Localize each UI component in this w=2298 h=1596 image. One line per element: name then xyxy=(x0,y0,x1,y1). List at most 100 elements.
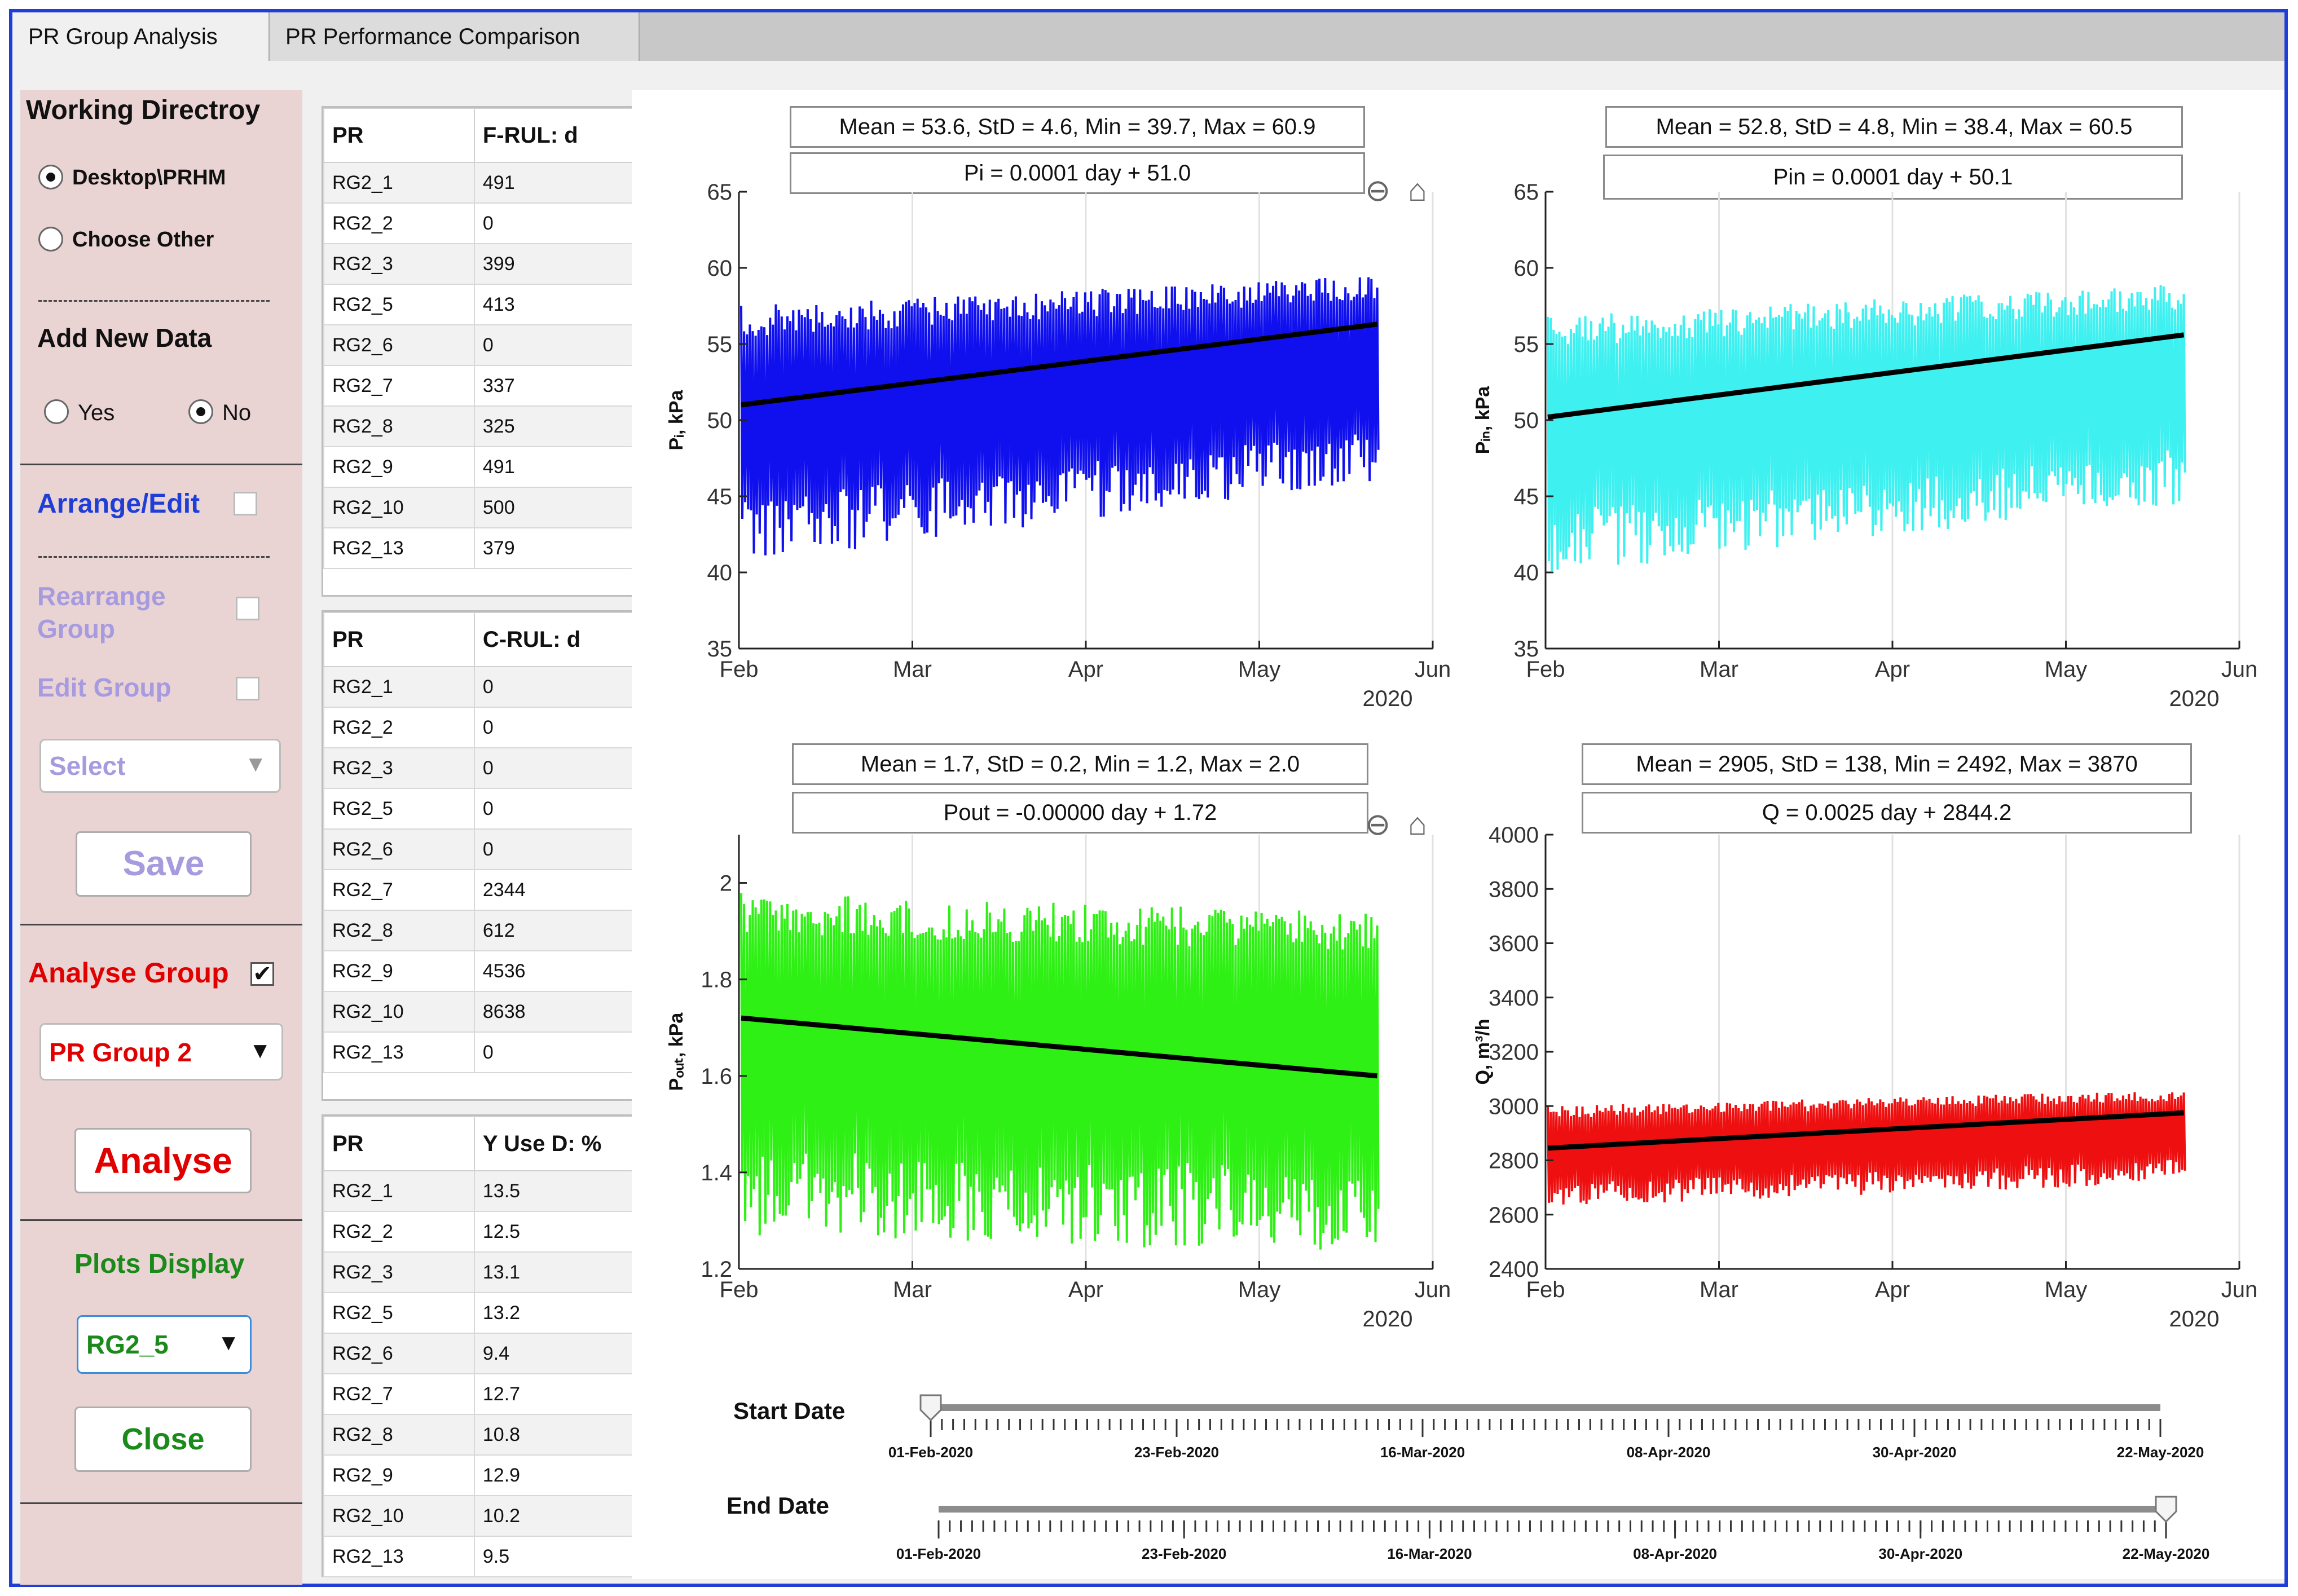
column-header[interactable]: C-RUL: d xyxy=(473,612,639,667)
table-row[interactable]: RG2_5 0 xyxy=(323,788,639,830)
y-tick-label: 35 xyxy=(1514,637,1539,662)
data-series xyxy=(740,277,1380,555)
table-row[interactable]: RG2_9 12.9 xyxy=(323,1454,639,1496)
plot-select-value: RG2_5 xyxy=(86,1330,169,1359)
radio-desktop[interactable] xyxy=(38,165,63,189)
end-date-slider[interactable]: 01-Feb-2020 23-Feb-2020 16-Mar-2020 08-Apr-… xyxy=(869,1489,2245,1568)
save-button[interactable]: Save xyxy=(76,831,252,897)
analyse-group-checkbox[interactable]: ✔ xyxy=(250,962,274,986)
table-cell: 10.8 xyxy=(473,1414,639,1456)
table-row[interactable]: RG2_13 9.5 xyxy=(323,1536,639,1577)
zoom-out-icon[interactable]: ⊖ xyxy=(1365,174,1391,208)
y-tick-label: 65 xyxy=(1514,180,1539,205)
y-tick-label: 55 xyxy=(1514,332,1539,357)
table-row[interactable]: RG2_1 0 xyxy=(323,666,639,708)
table-row[interactable]: RG2_8 10.8 xyxy=(323,1414,639,1456)
rearrange-group-checkbox[interactable] xyxy=(236,597,259,620)
slider-tick-label: 22-May-2020 xyxy=(2117,1444,2204,1461)
table-row[interactable]: RG2_10 8638 xyxy=(323,991,639,1033)
y-tick-label: 40 xyxy=(707,561,733,585)
tab-pr-group-analysis[interactable]: PR Group Analysis xyxy=(12,12,270,61)
table-cell: 0 xyxy=(473,747,639,789)
table-cell: 491 xyxy=(473,162,639,204)
start-date-slider[interactable]: 01-Feb-2020 23-Feb-2020 16-Mar-2020 08-Apr-… xyxy=(869,1387,2245,1466)
table-cell: RG2_2 xyxy=(323,707,475,748)
table-row[interactable]: RG2_10 500 xyxy=(323,487,639,528)
zoom-out-icon[interactable]: ⊖ xyxy=(1365,808,1391,841)
column-header[interactable]: Y Use D: % xyxy=(473,1116,639,1171)
divider-3 xyxy=(20,1219,302,1221)
slider-tick-label: 23-Feb-2020 xyxy=(1142,1545,1226,1562)
stats-annotation-pin: Mean = 52.8, StD = 4.8, Min = 38.4, Max … xyxy=(1605,106,2183,148)
table-row[interactable]: RG2_5 413 xyxy=(323,284,639,325)
table-row[interactable]: RG2_8 612 xyxy=(323,910,639,951)
working-directory-label: Working Directroy xyxy=(26,95,261,125)
table-row[interactable]: RG2_5 13.2 xyxy=(323,1292,639,1334)
select-dropdown[interactable]: Select ▼ xyxy=(39,739,281,793)
slider-tick-label: 30-Apr-2020 xyxy=(1873,1444,1957,1461)
analyse-button[interactable]: Analyse xyxy=(74,1128,252,1193)
table-row[interactable]: RG2_13 0 xyxy=(323,1031,639,1073)
divider-2 xyxy=(20,924,302,925)
table-row[interactable]: RG2_7 2344 xyxy=(323,869,639,911)
slider-tick-label: 16-Mar-2020 xyxy=(1380,1444,1465,1461)
chart-q: 2400 2600 2800 3000 3200 3400 3600 3800 4000 Feb M… xyxy=(1472,823,2257,1332)
pr-group-dropdown[interactable]: PR Group 2 ▼ xyxy=(39,1023,283,1081)
table-row[interactable]: RG2_2 0 xyxy=(323,202,639,244)
table-cell: RG2_10 xyxy=(323,991,475,1033)
column-header[interactable]: PR xyxy=(323,108,475,163)
table-row[interactable]: RG2_6 0 xyxy=(323,828,639,870)
table-cell: 500 xyxy=(473,487,639,528)
table-row[interactable]: RG2_3 13.1 xyxy=(323,1251,639,1293)
table-cell: RG2_10 xyxy=(323,487,475,528)
rearrange-group-label: Rearrange Group xyxy=(37,581,166,643)
table-row[interactable]: RG2_9 491 xyxy=(323,446,639,488)
radio-choose-other[interactable] xyxy=(38,227,63,252)
table-row[interactable]: RG2_3 399 xyxy=(323,243,639,285)
table-row[interactable]: RG2_6 9.4 xyxy=(323,1333,639,1374)
radio-yes[interactable] xyxy=(44,399,69,424)
table-row[interactable]: RG2_7 337 xyxy=(323,365,639,407)
table-row[interactable]: RG2_9 4536 xyxy=(323,950,639,992)
table-cell: RG2_7 xyxy=(323,869,475,911)
select-dropdown-value: Select xyxy=(49,751,126,781)
table-cell: 12.9 xyxy=(473,1454,639,1496)
table-row[interactable]: RG2_8 325 xyxy=(323,405,639,447)
plot-select-dropdown[interactable]: RG2_5 ▼ xyxy=(77,1315,252,1374)
y-tick-label: 2600 xyxy=(1489,1203,1539,1228)
table-row[interactable]: RG2_3 0 xyxy=(323,747,639,789)
end-date-label: End Date xyxy=(727,1492,830,1519)
x-year-label: 2020 xyxy=(2169,686,2220,711)
table-row[interactable]: RG2_1 13.5 xyxy=(323,1170,639,1212)
radio-no[interactable] xyxy=(188,399,213,424)
tab-pr-performance-comparison[interactable]: PR Performance Comparison xyxy=(270,12,640,61)
table-row[interactable]: RG2_7 12.7 xyxy=(323,1373,639,1415)
table-cell: RG2_2 xyxy=(323,1211,475,1253)
arrange-edit-checkbox[interactable] xyxy=(234,492,257,515)
table-row[interactable]: RG2_2 0 xyxy=(323,707,639,748)
table-row[interactable]: RG2_13 379 xyxy=(323,527,639,569)
table-cell: 9.5 xyxy=(473,1536,639,1577)
table-row[interactable]: RG2_6 0 xyxy=(323,324,639,366)
table-cell: 2344 xyxy=(473,869,639,911)
table-cell: RG2_3 xyxy=(323,1251,475,1293)
x-tick-label: Apr xyxy=(1068,1277,1103,1302)
chevron-down-icon: ▼ xyxy=(217,1330,240,1355)
column-header[interactable]: PR xyxy=(323,1116,475,1171)
close-button[interactable]: Close xyxy=(74,1407,252,1472)
table-cell: 413 xyxy=(473,284,639,325)
x-tick-label: Mar xyxy=(1700,657,1738,682)
edit-group-checkbox[interactable] xyxy=(236,677,259,700)
x-tick-label: Jun xyxy=(1415,657,1451,682)
home-icon[interactable]: ⌂ xyxy=(1408,806,1427,841)
column-header[interactable]: F-RUL: d xyxy=(473,108,639,163)
table-row[interactable]: RG2_2 12.5 xyxy=(323,1211,639,1253)
add-new-data-label: Add New Data xyxy=(37,323,212,352)
table-row[interactable]: RG2_10 10.2 xyxy=(323,1495,639,1537)
column-header[interactable]: PR xyxy=(323,612,475,667)
table-cell: RG2_7 xyxy=(323,1373,475,1415)
home-icon[interactable]: ⌂ xyxy=(1408,172,1427,208)
table-row[interactable]: RG2_1 491 xyxy=(323,162,639,204)
table-cell: RG2_3 xyxy=(323,243,475,285)
y-tick-label: 40 xyxy=(1514,561,1539,585)
